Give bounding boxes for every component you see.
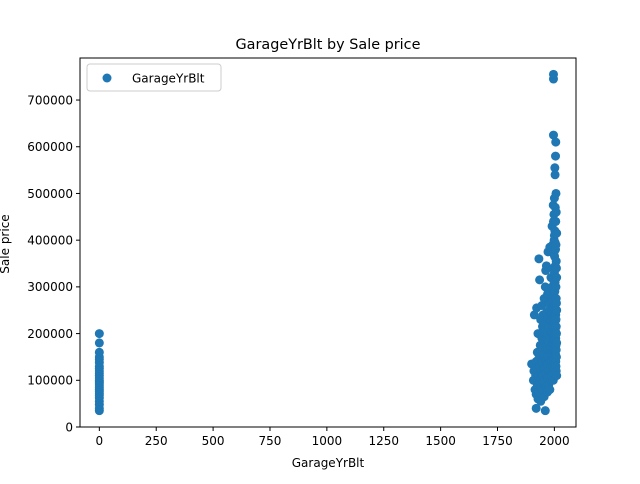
data-point (552, 371, 562, 381)
legend-label: GarageYrBlt (132, 71, 205, 85)
data-point (551, 345, 561, 355)
x-tick-label: 500 (202, 434, 225, 448)
data-point (551, 151, 561, 161)
data-point (548, 130, 558, 140)
y-tick-label: 100000 (27, 374, 73, 388)
data-point (552, 305, 562, 315)
data-point (551, 207, 561, 217)
y-tick-label: 500000 (27, 187, 73, 201)
data-point (550, 170, 560, 180)
data-point (534, 254, 544, 264)
data-point (540, 406, 550, 416)
y-tick-label: 0 (65, 420, 73, 434)
data-point (551, 315, 561, 325)
data-point (551, 188, 561, 198)
data-point (548, 69, 558, 79)
y-axis-label: Sale price (0, 214, 12, 273)
data-point (551, 282, 561, 292)
y-tick-label: 600000 (27, 140, 73, 154)
y-tick-label: 200000 (27, 327, 73, 341)
data-point (94, 347, 104, 357)
data-point (551, 322, 561, 332)
data-point (551, 256, 561, 266)
legend-box (86, 63, 222, 92)
x-tick-label: 1250 (368, 434, 399, 448)
data-point (529, 310, 539, 320)
data-point (551, 352, 561, 362)
axes: 0 250 500 750 1000 1250 1500 1750 2000 0 100000 200… (27, 57, 577, 448)
data-point (541, 261, 551, 271)
x-tick-label: 250 (145, 434, 168, 448)
y-tick-label: 700000 (27, 93, 73, 107)
data-point (550, 163, 560, 173)
data-point (551, 329, 561, 339)
data-point (551, 240, 561, 250)
y-tick-label: 400000 (27, 233, 73, 247)
x-tick-label: 1000 (312, 434, 343, 448)
x-axis-label: GarageYrBlt (292, 456, 365, 470)
x-tick-label: 0 (96, 434, 104, 448)
x-tick-label: 1750 (482, 434, 513, 448)
legend: GarageYrBlt (86, 63, 222, 92)
data-point (531, 403, 541, 413)
x-tick-label: 1500 (425, 434, 456, 448)
x-tick-label: 2000 (539, 434, 570, 448)
y-tick-label: 300000 (27, 280, 73, 294)
data-point (545, 385, 555, 395)
plot-frame (79, 57, 577, 428)
data-point (551, 137, 561, 147)
data-point (552, 228, 562, 238)
data-point (552, 273, 562, 283)
data-point (551, 298, 561, 308)
data-point (551, 216, 561, 226)
x-tick-label: 750 (259, 434, 282, 448)
data-point (552, 338, 562, 348)
data-points (94, 69, 562, 416)
chart-title: GarageYrBlt by Sale price (236, 37, 421, 53)
data-point (94, 329, 104, 339)
data-point (535, 275, 545, 285)
data-point (537, 301, 547, 311)
legend-marker (102, 73, 112, 83)
data-point (94, 338, 104, 348)
data-point (551, 263, 561, 273)
